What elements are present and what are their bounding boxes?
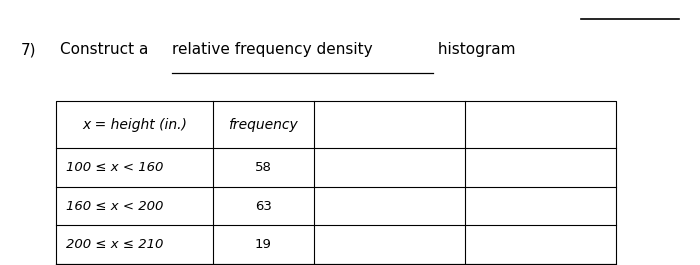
Text: x = height (in.): x = height (in.) — [82, 118, 187, 131]
Text: relative frequency density: relative frequency density — [172, 42, 372, 58]
Text: 100 ≤ x < 160: 100 ≤ x < 160 — [66, 161, 164, 174]
Text: 200 ≤ x ≤ 210: 200 ≤ x ≤ 210 — [66, 238, 164, 251]
Text: Construct a: Construct a — [60, 42, 153, 58]
Text: 7): 7) — [21, 42, 36, 58]
Text: 160 ≤ x < 200: 160 ≤ x < 200 — [66, 200, 164, 213]
Text: frequency: frequency — [228, 118, 298, 131]
Text: 19: 19 — [255, 238, 272, 251]
Text: histogram: histogram — [433, 42, 515, 58]
Text: 58: 58 — [255, 161, 272, 174]
Text: 63: 63 — [255, 200, 272, 213]
